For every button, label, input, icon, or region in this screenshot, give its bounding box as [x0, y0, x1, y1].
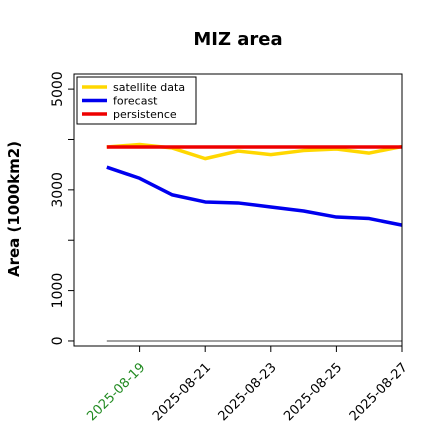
x-tick-label: 2025-08-27: [347, 360, 411, 424]
y-axis-label: Area (1000km2): [5, 141, 23, 277]
x-tick-label: 2025-08-19: [84, 360, 148, 424]
y-tick-label: 1000: [50, 273, 66, 309]
y-tick-label: 5000: [50, 71, 66, 107]
legend-label-3: persistence: [113, 108, 177, 121]
chart-title: MIZ area: [193, 29, 282, 50]
plot-area: [106, 142, 403, 342]
x-tick-label: 2025-08-25: [281, 360, 345, 424]
legend-label-2: forecast: [113, 95, 158, 108]
x-tick-label: 2025-08-23: [216, 360, 280, 424]
y-tick-label: 0: [50, 337, 66, 346]
series-line-2: [106, 165, 403, 227]
plot-frame: [73, 73, 403, 347]
x-tick-label: 2025-08-21: [150, 360, 214, 424]
y-tick-label: 3000: [50, 172, 66, 208]
legend-label-1: satellite data: [113, 81, 185, 94]
